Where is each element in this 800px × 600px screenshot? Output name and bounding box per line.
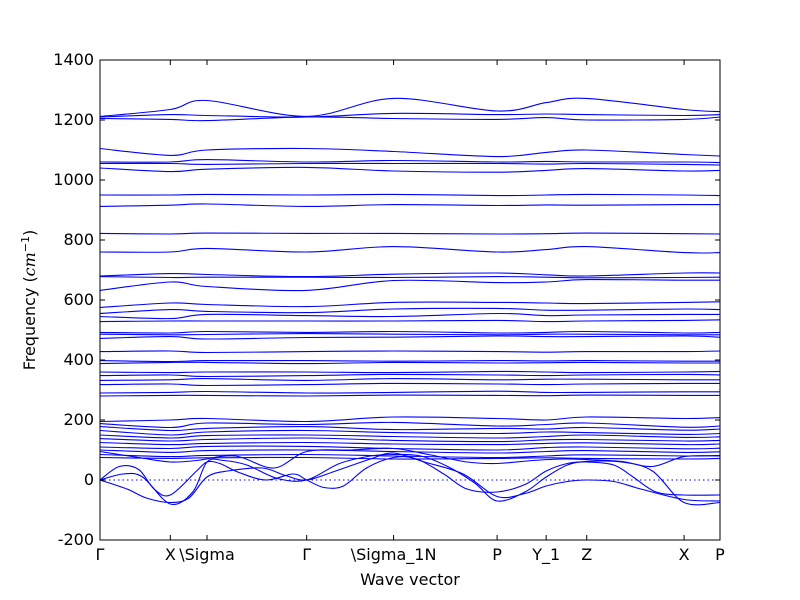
x-tick-label: X xyxy=(165,545,176,564)
x-tick-label: \Sigma_1N xyxy=(351,545,437,565)
optical-band-19 xyxy=(100,330,720,334)
optical-band-15 xyxy=(100,301,720,309)
optical-band-27 xyxy=(100,378,720,381)
y-tick-label: 200 xyxy=(63,410,94,429)
x-tick-label: \Sigma xyxy=(179,545,235,564)
y-tick-label: 0 xyxy=(84,470,94,489)
optical-band-6 xyxy=(100,162,720,166)
low-band-9 xyxy=(100,449,720,454)
x-axis-label: Wave vector xyxy=(360,570,460,589)
optical-band-4 xyxy=(100,147,720,158)
x-tick-label: Γ xyxy=(302,545,311,564)
y-axis-label: Frequency (cm−1) xyxy=(19,230,39,371)
low-band-4 xyxy=(100,429,720,436)
x-tick-label: Y_1 xyxy=(531,545,560,565)
x-tick-label: P xyxy=(715,545,725,564)
y-tick-label: 400 xyxy=(63,350,94,369)
optical-band-21 xyxy=(100,335,720,340)
optical-band-10 xyxy=(100,232,720,235)
low-band-8 xyxy=(100,445,720,451)
optical-band-5 xyxy=(100,159,720,164)
x-tick-label: P xyxy=(492,545,502,564)
optical-band-13 xyxy=(100,276,720,279)
low-band-1 xyxy=(100,416,720,423)
optical-band-20 xyxy=(100,333,720,336)
optical-band-29 xyxy=(100,390,720,394)
y-tick-label: 600 xyxy=(63,290,94,309)
optical-band-22 xyxy=(100,350,720,354)
optical-band-23 xyxy=(100,359,720,363)
optical-band-26 xyxy=(100,373,720,378)
x-tick-label: X xyxy=(679,545,690,564)
low-band-7 xyxy=(100,441,720,446)
optical-band-9 xyxy=(100,203,720,207)
y-axis-label-suffix: ) xyxy=(20,230,39,236)
optical-band-30 xyxy=(100,394,720,397)
y-axis-label-unit: cm xyxy=(20,252,39,276)
y-tick-label: 1000 xyxy=(53,170,94,189)
optical-band-8 xyxy=(100,193,720,197)
acoustic-band-3 xyxy=(100,453,720,506)
low-band-10 xyxy=(100,453,720,459)
optical-band-1 xyxy=(100,97,720,117)
x-tick-label: Z xyxy=(581,545,592,564)
y-tick-label: 1400 xyxy=(53,50,94,69)
y-tick-labels: -200 0 200 400 600 800 1000 1200 1400 xyxy=(53,50,94,549)
phonon-bands xyxy=(100,97,720,506)
optical-band-14 xyxy=(100,278,720,292)
low-band-5 xyxy=(100,434,720,439)
y-axis-label-exponent: −1 xyxy=(19,236,32,252)
optical-band-3 xyxy=(100,116,720,122)
optical-band-24 xyxy=(100,361,720,365)
optical-band-18 xyxy=(100,319,720,323)
optical-band-7 xyxy=(100,166,720,173)
low-band-2 xyxy=(100,421,720,429)
plot-frame xyxy=(99,59,721,541)
optical-band-12 xyxy=(100,272,720,278)
acoustic-band-4 xyxy=(100,447,720,469)
low-band-11 xyxy=(100,456,720,460)
y-tick-label: 800 xyxy=(63,230,94,249)
optical-band-17 xyxy=(100,312,720,320)
x-tick-labels: Γ X \Sigma Γ \Sigma_1N P Y_1 Z X P xyxy=(96,545,726,565)
optical-band-25 xyxy=(100,370,720,374)
optical-band-28 xyxy=(100,382,720,387)
y-tick-label: 1200 xyxy=(53,110,94,129)
acoustic-band-2 xyxy=(100,456,720,497)
optical-band-2 xyxy=(100,112,720,118)
low-band-3 xyxy=(100,426,720,432)
x-tick-label: Γ xyxy=(96,545,105,564)
low-band-6 xyxy=(100,437,720,443)
optical-band-16 xyxy=(100,307,720,315)
y-tick-label: -200 xyxy=(58,530,94,549)
y-axis-label-prefix: Frequency ( xyxy=(20,276,39,370)
optical-band-11 xyxy=(100,245,720,254)
